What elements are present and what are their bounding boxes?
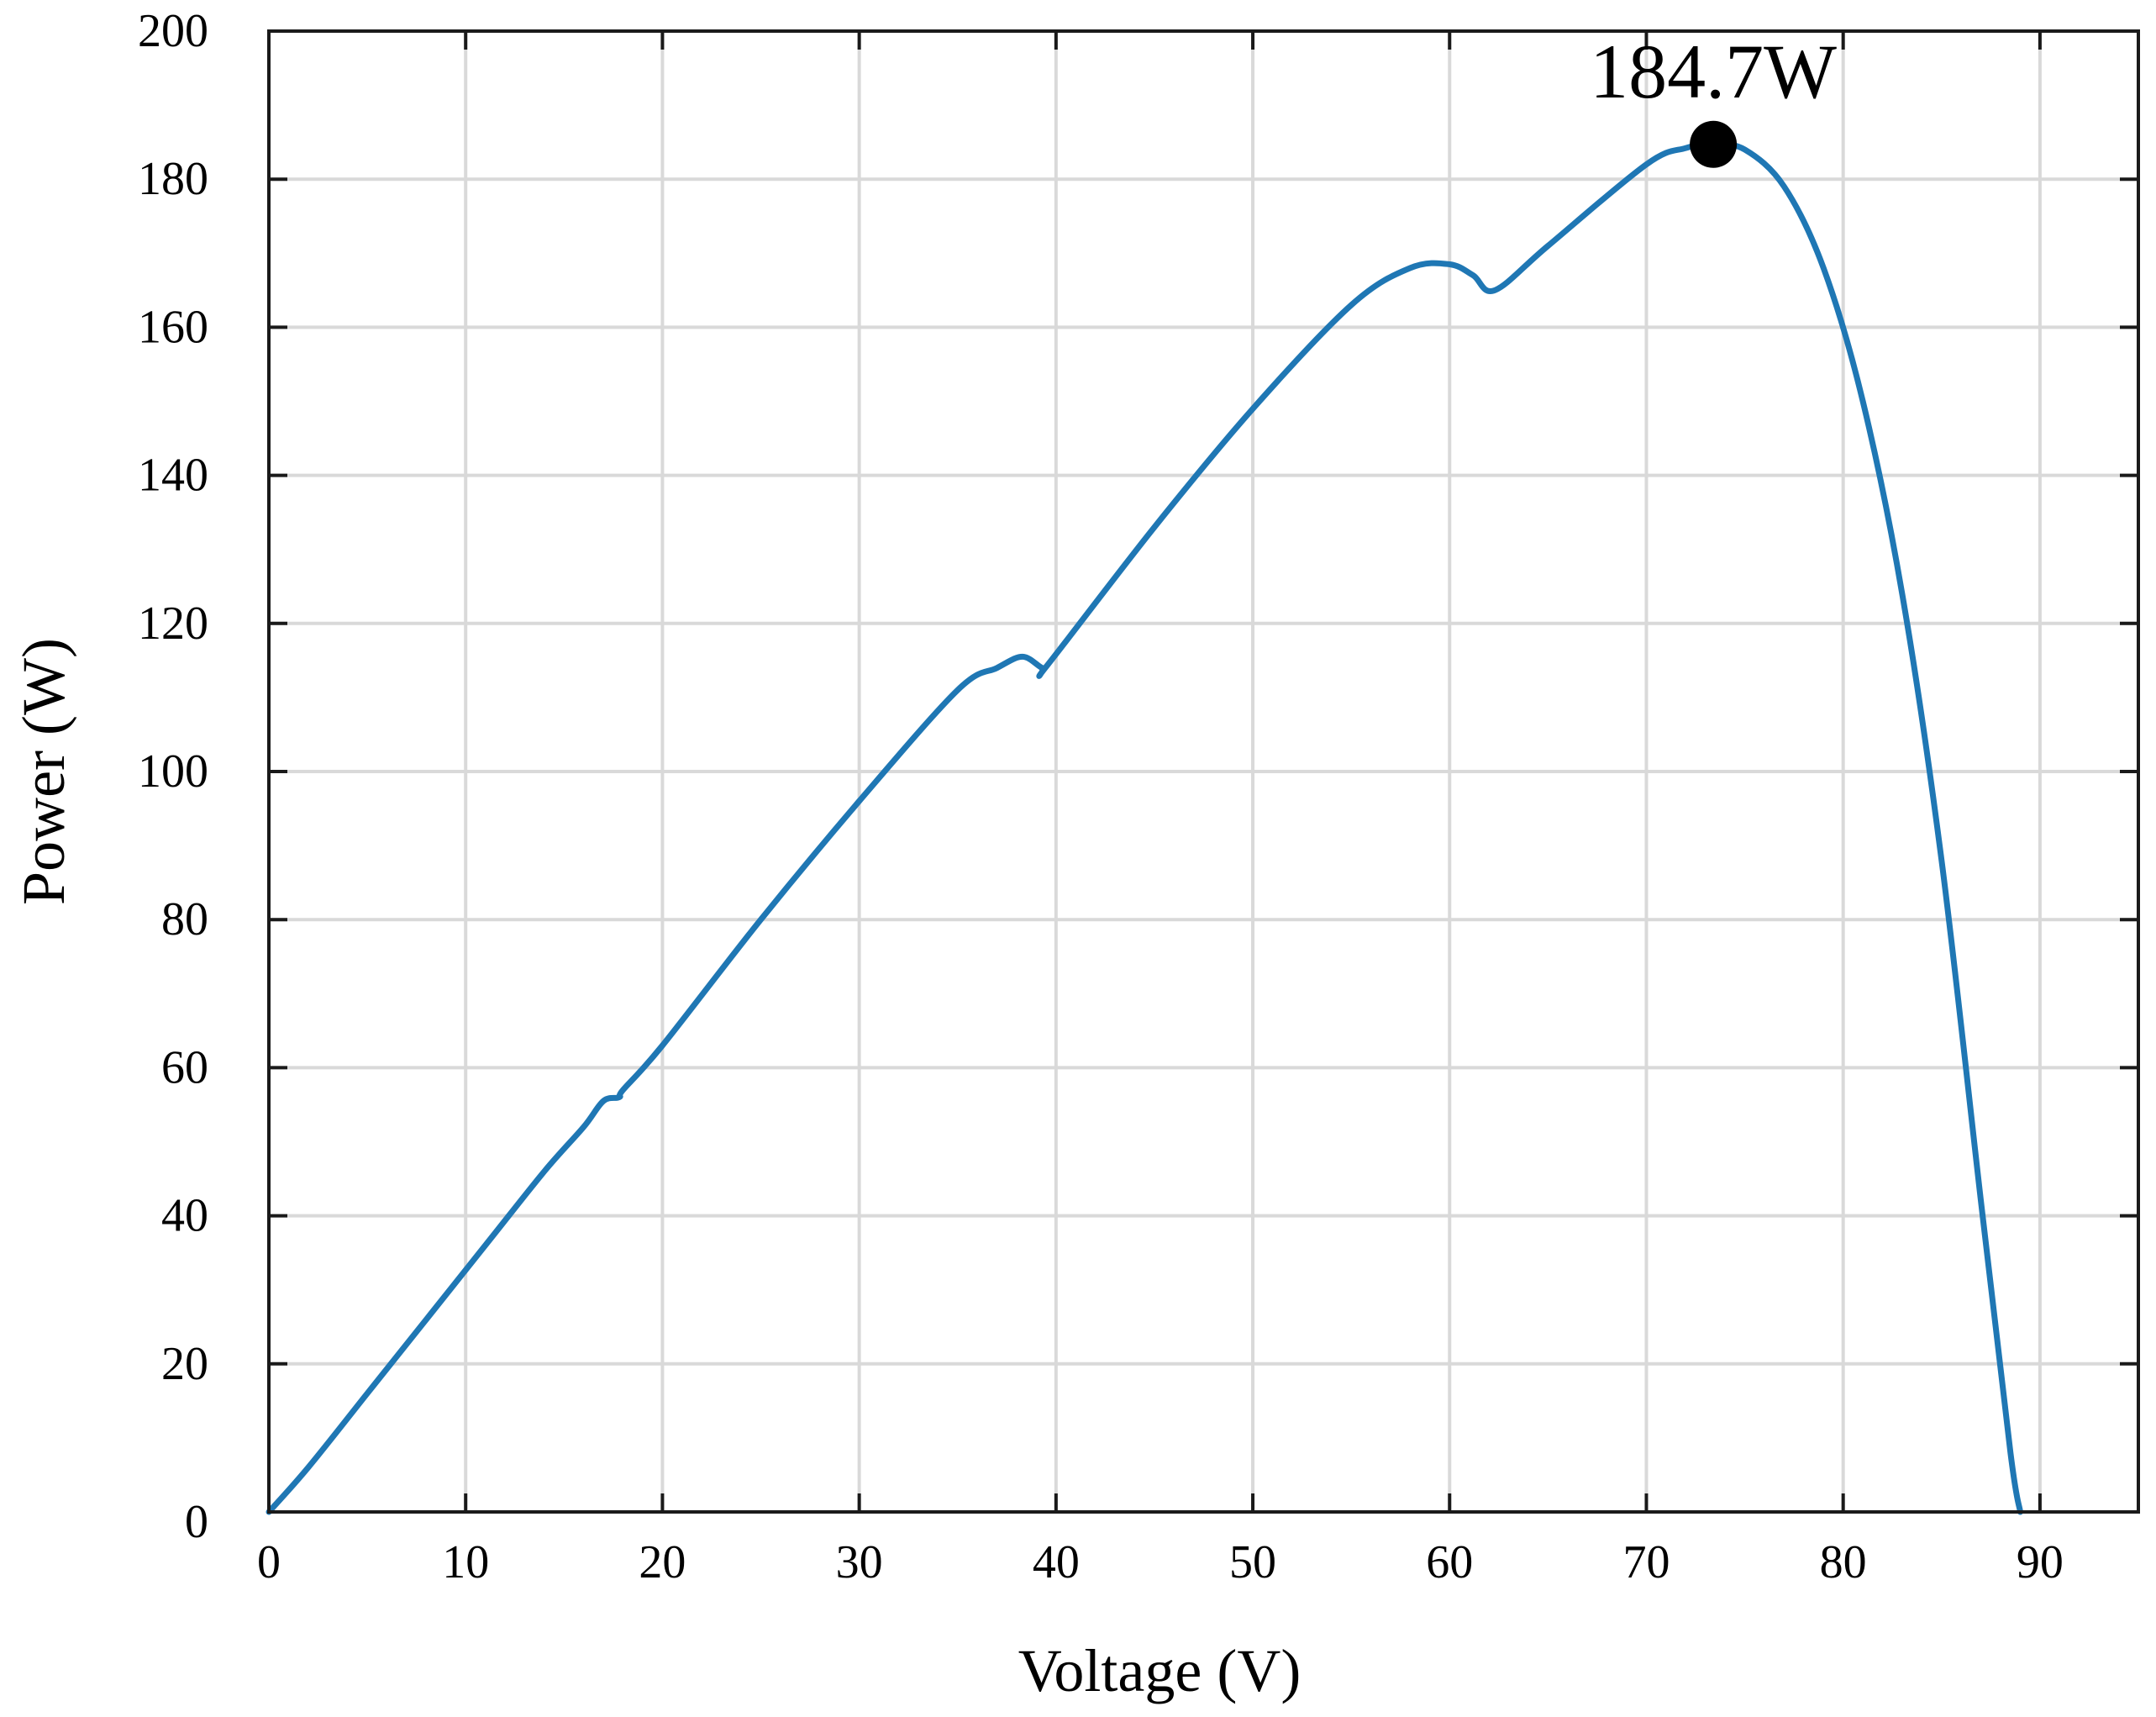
max-power-point-marker bbox=[1690, 120, 1738, 168]
power-curve-line bbox=[266, 141, 2023, 1515]
x-tick-label: 0 bbox=[257, 1536, 281, 1588]
x-tick-label: 80 bbox=[1820, 1536, 1867, 1588]
x-tick-label: 10 bbox=[442, 1536, 489, 1588]
x-tick-label: 40 bbox=[1033, 1536, 1080, 1588]
x-tick-label: 90 bbox=[2017, 1536, 2064, 1588]
y-axis-title: Power (W) bbox=[10, 638, 77, 905]
max-power-label: 184.7W bbox=[1590, 29, 1837, 114]
plot-frame bbox=[267, 29, 2140, 1514]
x-axis-title: Voltage (V) bbox=[1018, 1637, 1301, 1704]
y-tick-label: 160 bbox=[138, 301, 208, 353]
x-tick-label: 30 bbox=[836, 1536, 883, 1588]
y-tick-label: 120 bbox=[138, 598, 208, 650]
y-tick-label: 200 bbox=[138, 5, 208, 57]
y-tick-label: 80 bbox=[161, 893, 208, 945]
y-tick-label: 140 bbox=[138, 450, 208, 502]
y-tick-label: 0 bbox=[185, 1496, 208, 1548]
y-tick-label: 40 bbox=[161, 1190, 208, 1242]
y-tick-label: 60 bbox=[161, 1041, 208, 1093]
x-tick-label: 50 bbox=[1229, 1536, 1276, 1588]
y-tick-label: 100 bbox=[138, 745, 208, 798]
x-tick-label: 60 bbox=[1426, 1536, 1473, 1588]
y-tick-label: 180 bbox=[138, 153, 208, 205]
y-tick-label: 20 bbox=[161, 1338, 208, 1390]
x-tick-label: 20 bbox=[639, 1536, 686, 1588]
x-tick-label: 70 bbox=[1622, 1536, 1670, 1588]
